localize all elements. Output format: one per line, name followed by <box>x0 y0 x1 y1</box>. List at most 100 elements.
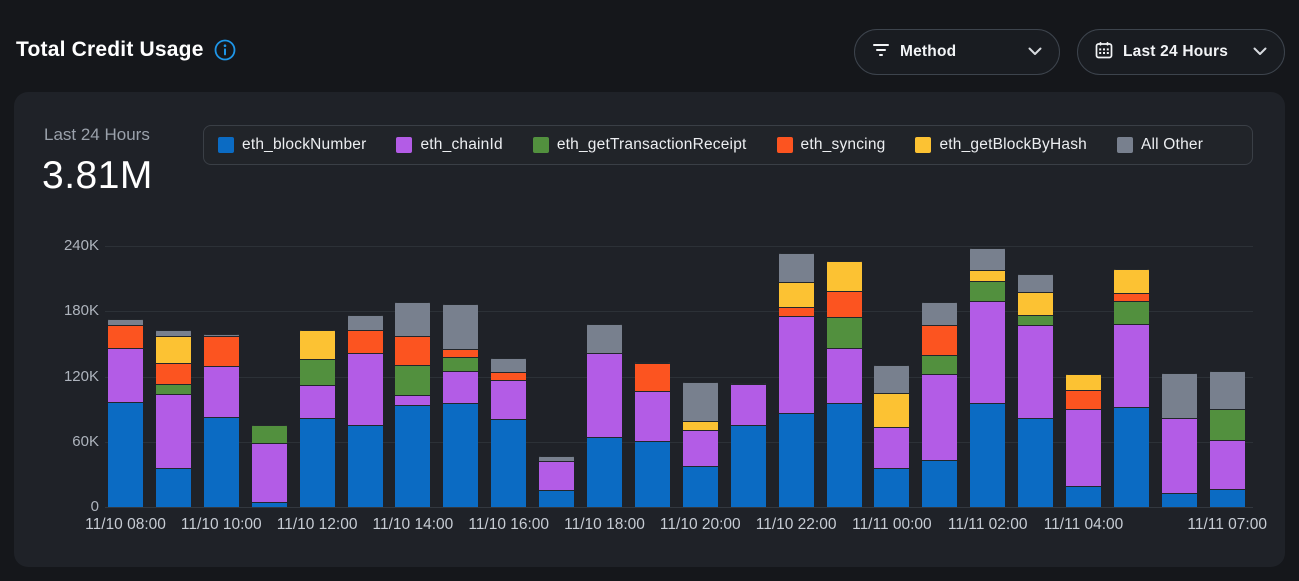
bar-segment[interactable] <box>922 354 958 375</box>
bar-segment[interactable] <box>682 465 718 507</box>
bar-segment[interactable] <box>1113 268 1149 293</box>
bar-segment[interactable] <box>1209 439 1245 489</box>
bar-segment[interactable] <box>443 349 479 357</box>
bar-segment[interactable] <box>491 379 527 419</box>
bar-segment[interactable] <box>874 392 910 427</box>
legend-item[interactable]: eth_chainId <box>396 136 503 154</box>
bar-segment[interactable] <box>826 402 862 507</box>
bar-segment[interactable] <box>1209 371 1245 410</box>
stacked-bar[interactable] <box>443 303 479 507</box>
info-icon[interactable] <box>214 39 236 61</box>
bar-segment[interactable] <box>347 329 383 353</box>
bar-segment[interactable] <box>1209 488 1245 507</box>
bar-segment[interactable] <box>539 455 575 462</box>
bar-segment[interactable] <box>443 371 479 403</box>
bar-segment[interactable] <box>970 248 1006 270</box>
bar-segment[interactable] <box>970 269 1006 281</box>
bar-segment[interactable] <box>443 303 479 350</box>
bar-segment[interactable] <box>395 404 431 507</box>
stacked-bar[interactable] <box>299 329 335 507</box>
bar-segment[interactable] <box>203 334 239 337</box>
stacked-bar[interactable] <box>395 301 431 507</box>
bar-segment[interactable] <box>778 306 814 316</box>
stacked-bar[interactable] <box>778 252 814 507</box>
bar-segment[interactable] <box>108 401 143 507</box>
bar-segment[interactable] <box>155 467 191 507</box>
stacked-bar[interactable] <box>874 364 910 507</box>
stacked-bar[interactable] <box>1209 371 1245 507</box>
bar-segment[interactable] <box>874 426 910 468</box>
bar-segment[interactable] <box>251 442 287 502</box>
bar-segment[interactable] <box>1066 409 1101 487</box>
legend-item[interactable]: eth_syncing <box>776 136 886 154</box>
bar-segment[interactable] <box>251 425 287 443</box>
bar-segment[interactable] <box>347 314 383 330</box>
bar-segment[interactable] <box>778 281 814 307</box>
bar-segment[interactable] <box>155 329 191 337</box>
bar-segment[interactable] <box>970 402 1006 507</box>
bar-segment[interactable] <box>970 301 1006 403</box>
bar-segment[interactable] <box>155 363 191 385</box>
legend-item[interactable]: eth_getTransactionReceipt <box>532 136 747 154</box>
bar-segment[interactable] <box>1113 301 1149 325</box>
bar-segment[interactable] <box>1113 324 1149 407</box>
bar-segment[interactable] <box>395 301 431 337</box>
bar-segment[interactable] <box>299 329 335 360</box>
bar-segment[interactable] <box>1066 486 1101 507</box>
bar-segment[interactable] <box>1161 417 1197 493</box>
bar-segment[interactable] <box>1209 409 1245 440</box>
stacked-bar[interactable] <box>682 381 718 507</box>
bar-segment[interactable] <box>203 416 239 507</box>
bar-segment[interactable] <box>826 290 862 317</box>
stacked-bar[interactable] <box>108 318 143 507</box>
stacked-bar[interactable] <box>1018 274 1054 507</box>
stacked-bar[interactable] <box>155 329 191 507</box>
bar-segment[interactable] <box>1018 274 1054 292</box>
bar-segment[interactable] <box>730 384 766 426</box>
bar-segment[interactable] <box>1161 373 1197 418</box>
stacked-bar[interactable] <box>251 425 287 507</box>
stacked-bar[interactable] <box>1066 374 1101 507</box>
bar-segment[interactable] <box>634 363 670 391</box>
stacked-bar[interactable] <box>587 324 622 507</box>
bar-segment[interactable] <box>443 356 479 372</box>
stacked-bar[interactable] <box>1161 373 1197 507</box>
bar-segment[interactable] <box>299 417 335 507</box>
bar-segment[interactable] <box>299 359 335 386</box>
stacked-bar[interactable] <box>970 248 1006 507</box>
bar-segment[interactable] <box>1066 374 1101 390</box>
bar-segment[interactable] <box>1018 314 1054 326</box>
bar-segment[interactable] <box>587 324 622 353</box>
legend-item[interactable]: All Other <box>1116 136 1203 154</box>
bar-segment[interactable] <box>108 318 143 326</box>
bar-segment[interactable] <box>874 467 910 507</box>
bar-segment[interactable] <box>347 425 383 507</box>
bar-segment[interactable] <box>203 365 239 417</box>
bar-segment[interactable] <box>1113 292 1149 302</box>
bar-segment[interactable] <box>443 402 479 507</box>
bar-segment[interactable] <box>730 425 766 507</box>
bar-segment[interactable] <box>634 390 670 441</box>
stacked-bar[interactable] <box>634 362 670 507</box>
bar-segment[interactable] <box>778 315 814 414</box>
bar-segment[interactable] <box>1066 389 1101 410</box>
bar-segment[interactable] <box>1161 492 1197 507</box>
stacked-bar[interactable] <box>539 455 575 507</box>
bar-segment[interactable] <box>395 336 431 365</box>
bar-segment[interactable] <box>826 261 862 291</box>
legend-item[interactable]: eth_getBlockByHash <box>915 136 1087 154</box>
stacked-bar[interactable] <box>1113 268 1149 507</box>
bar-segment[interactable] <box>634 440 670 507</box>
bar-segment[interactable] <box>108 325 143 349</box>
stacked-bar[interactable] <box>203 334 239 507</box>
bar-segment[interactable] <box>874 364 910 393</box>
bar-segment[interactable] <box>826 348 862 403</box>
stacked-bar[interactable] <box>826 261 862 507</box>
stacked-bar[interactable] <box>730 383 766 507</box>
bar-segment[interactable] <box>155 393 191 468</box>
bar-segment[interactable] <box>1018 325 1054 418</box>
bar-segment[interactable] <box>347 352 383 426</box>
bar-segment[interactable] <box>1018 417 1054 507</box>
bar-segment[interactable] <box>922 325 958 355</box>
bar-segment[interactable] <box>682 381 718 422</box>
